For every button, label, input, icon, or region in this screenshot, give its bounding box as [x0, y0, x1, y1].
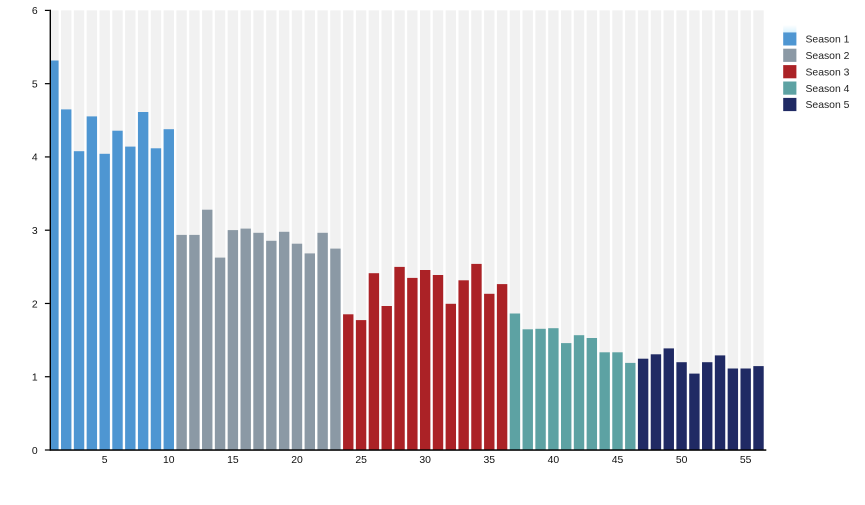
- svg-text:6: 6: [32, 6, 38, 17]
- svg-text:5: 5: [102, 455, 108, 466]
- svg-text:25: 25: [355, 455, 367, 466]
- svg-text:Season 3: Season 3: [806, 67, 850, 78]
- svg-text:3: 3: [32, 226, 38, 237]
- svg-text:4: 4: [32, 153, 38, 164]
- svg-text:Season 2: Season 2: [806, 51, 850, 62]
- svg-text:5: 5: [32, 79, 38, 90]
- svg-text:40: 40: [548, 455, 560, 466]
- svg-text:55: 55: [740, 455, 752, 466]
- svg-text:Season 1: Season 1: [806, 35, 850, 46]
- svg-text:20: 20: [291, 455, 303, 466]
- svg-text:Season 5: Season 5: [806, 100, 850, 111]
- svg-text:10: 10: [163, 455, 175, 466]
- svg-text:45: 45: [612, 455, 624, 466]
- svg-text:15: 15: [227, 455, 239, 466]
- svg-text:35: 35: [484, 455, 496, 466]
- svg-text:0: 0: [32, 446, 38, 457]
- svg-text:30: 30: [419, 455, 431, 466]
- svg-text:50: 50: [676, 455, 688, 466]
- svg-text:Season 4: Season 4: [806, 84, 850, 95]
- svg-text:1: 1: [32, 373, 38, 384]
- svg-text:2: 2: [32, 299, 38, 310]
